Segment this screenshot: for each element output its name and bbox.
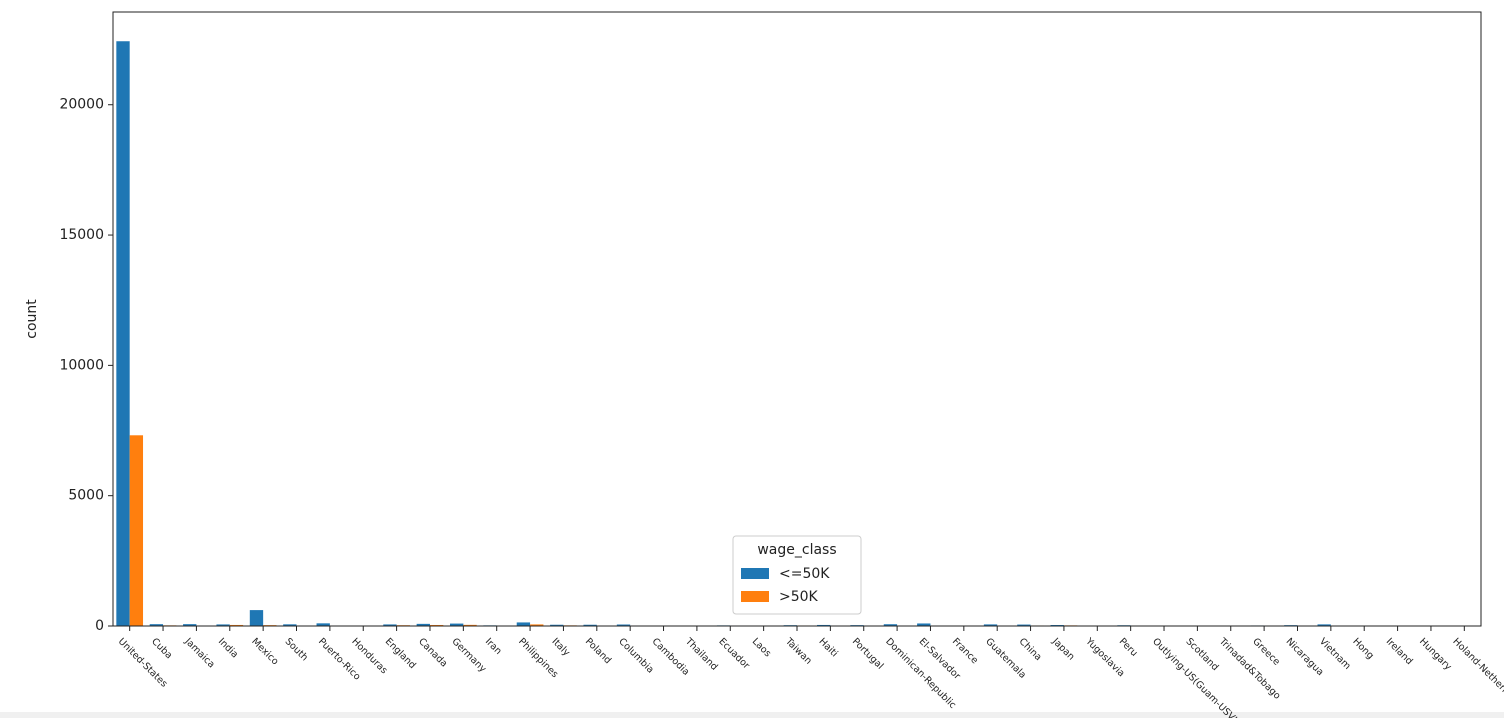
- x-tick-label: Cuba: [149, 636, 174, 661]
- bar: [229, 624, 244, 626]
- x-tick-label: India: [216, 636, 240, 660]
- bar: [530, 624, 544, 626]
- bar: [249, 610, 264, 626]
- bar: [463, 624, 477, 626]
- y-tick-label: 10000: [59, 357, 104, 373]
- bar: [583, 624, 597, 626]
- bar: [917, 623, 931, 626]
- page-strip: [0, 712, 1504, 718]
- x-tick-label: Trinadad&Tobago: [1216, 635, 1282, 701]
- x-tick-label: Taiwan: [782, 635, 813, 666]
- y-tick-label: 5000: [68, 488, 104, 504]
- x-tick-label: Japan: [1049, 635, 1076, 662]
- bar: [216, 624, 230, 626]
- plot-frame: [112, 11, 1482, 627]
- x-tick-label: Columbia: [616, 636, 655, 675]
- y-tick-label: 0: [95, 618, 104, 634]
- x-tick-label: Mexico: [249, 636, 280, 667]
- x-tick-label: Poland: [583, 636, 613, 666]
- x-tick-label: Laos: [750, 636, 773, 659]
- bar: [383, 624, 397, 626]
- bar: [116, 41, 130, 627]
- bar: [616, 624, 631, 626]
- bar: [283, 624, 297, 626]
- bar: [416, 623, 430, 626]
- x-tick-label: Haiti: [816, 636, 839, 659]
- y-tick-label: 20000: [59, 97, 104, 113]
- legend-title: wage_class: [757, 542, 836, 558]
- bar: [1017, 624, 1031, 626]
- x-tick-label: China: [1017, 636, 1044, 663]
- bar: [1317, 624, 1331, 626]
- bar: [516, 622, 531, 626]
- bar: [883, 624, 898, 626]
- x-tick-label: Germany: [449, 636, 488, 675]
- legend-label: >50K: [779, 589, 819, 605]
- x-tick-label: Portugal: [850, 636, 886, 672]
- x-tick-label: France: [950, 636, 980, 666]
- x-tick-label: Canada: [416, 636, 449, 669]
- x-tick-label: Ireland: [1384, 636, 1415, 667]
- x-tick-label: Greece: [1250, 636, 1282, 668]
- bar: [429, 624, 444, 626]
- legend-label: <=50K: [779, 566, 830, 582]
- bar: [149, 624, 164, 626]
- bar: [550, 624, 564, 626]
- legend-swatch: [741, 568, 769, 579]
- x-tick-label: Peru: [1117, 636, 1140, 659]
- y-tick-label: 15000: [59, 227, 104, 243]
- bar: [449, 623, 464, 626]
- legend-swatch: [741, 591, 769, 602]
- x-tick-label: Holand-Netherlands: [1450, 636, 1504, 711]
- bar: [983, 624, 998, 626]
- x-tick-label: Hong: [1350, 636, 1375, 661]
- x-tick-label: Jamaica: [182, 635, 217, 670]
- bar: [129, 435, 144, 626]
- x-tick-label: Hungary: [1417, 636, 1454, 673]
- y-axis-label: count: [24, 299, 40, 339]
- bar: [183, 624, 197, 626]
- bar: [817, 624, 831, 626]
- x-tick-label: Ecuador: [716, 636, 751, 671]
- x-tick-label: South: [283, 636, 310, 663]
- bar: [316, 623, 330, 626]
- x-tick-label: Iran: [483, 636, 504, 657]
- x-tick-label: Italy: [550, 636, 573, 659]
